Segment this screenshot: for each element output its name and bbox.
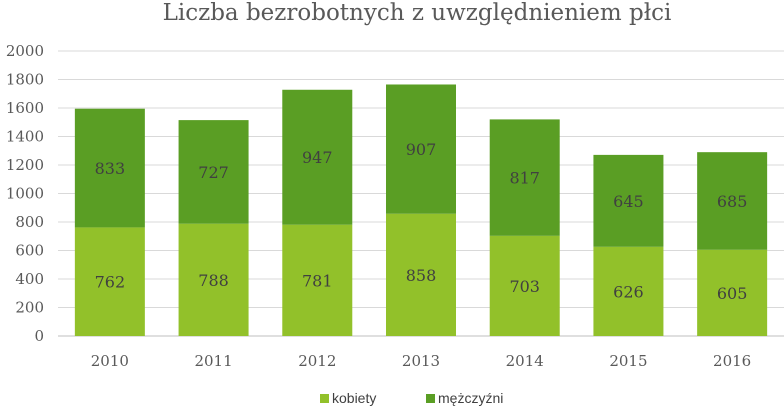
bar-kobiety-2014 [489, 235, 560, 336]
legend: kobiety mężczyźni [320, 390, 503, 406]
x-tick-label: 2010 [91, 352, 129, 370]
data-label: 685 [717, 192, 748, 211]
legend-swatch [426, 394, 435, 403]
y-tick-label: 400 [15, 270, 44, 288]
bar-kobiety-2010 [74, 227, 145, 336]
y-tick-label: 1400 [6, 128, 44, 146]
x-tick-label: 2013 [402, 352, 440, 370]
y-tick-label: 1200 [6, 156, 44, 174]
x-tick-label: 2012 [298, 352, 336, 370]
data-label: 605 [717, 284, 748, 303]
data-labels: 762 833 788 727 781 947 858 907 703 817 626 645 605 6… [95, 140, 748, 303]
bar-mężczyźni-2013 [386, 84, 456, 214]
bar-kobiety-2011 [178, 223, 249, 336]
data-label: 645 [613, 192, 644, 211]
data-label: 858 [406, 266, 437, 285]
bar-kobiety-2012 [282, 224, 353, 336]
bar-mężczyźni-2012 [282, 89, 353, 225]
y-tick-label: 200 [15, 299, 44, 317]
data-label: 762 [95, 273, 126, 292]
bars [74, 84, 768, 336]
y-tick-label: 0 [34, 327, 44, 345]
x-tick-label: 2016 [713, 352, 751, 370]
legend-label: mężczyźni [438, 390, 503, 406]
y-tick-label: 600 [15, 242, 44, 260]
bar-mężczyźni-2015 [593, 154, 664, 247]
data-label: 727 [198, 163, 229, 182]
y-tick-label: 2000 [6, 42, 44, 60]
y-tick-label: 1600 [6, 99, 44, 117]
y-tick-label: 800 [15, 213, 44, 231]
data-label: 817 [509, 169, 540, 188]
legend-label: kobiety [332, 390, 376, 406]
y-tick-label: 1000 [6, 185, 44, 203]
bar-kobiety-2016 [697, 249, 768, 336]
bar-mężczyźni-2014 [489, 119, 560, 236]
data-label: 703 [509, 277, 540, 296]
data-label: 788 [198, 271, 229, 290]
data-label: 626 [613, 282, 644, 301]
x-tick-label: 2015 [609, 352, 647, 370]
data-label: 781 [302, 271, 333, 290]
legend-swatch [320, 394, 329, 403]
bar-kobiety-2013 [386, 213, 456, 336]
y-axis-ticks: 0 200 400 600 800 1000 1200 1400 1600 1800 2000 [6, 42, 44, 345]
bar-mężczyźni-2010 [74, 108, 145, 228]
y-tick-label: 1800 [6, 71, 44, 89]
x-tick-label: 2011 [194, 352, 232, 370]
x-tick-label: 2014 [506, 352, 544, 370]
bar-kobiety-2015 [593, 246, 664, 336]
chart-title: Liczba bezrobotnych z uwzględnieniem płc… [163, 0, 672, 26]
x-axis-ticks: 2010 2011 2012 2013 2014 2015 2016 [91, 352, 751, 370]
data-label: 947 [302, 148, 333, 167]
bar-mężczyźni-2011 [178, 120, 249, 224]
data-label: 833 [95, 159, 126, 178]
data-label: 907 [406, 140, 437, 159]
bar-mężczyźni-2016 [697, 152, 768, 250]
